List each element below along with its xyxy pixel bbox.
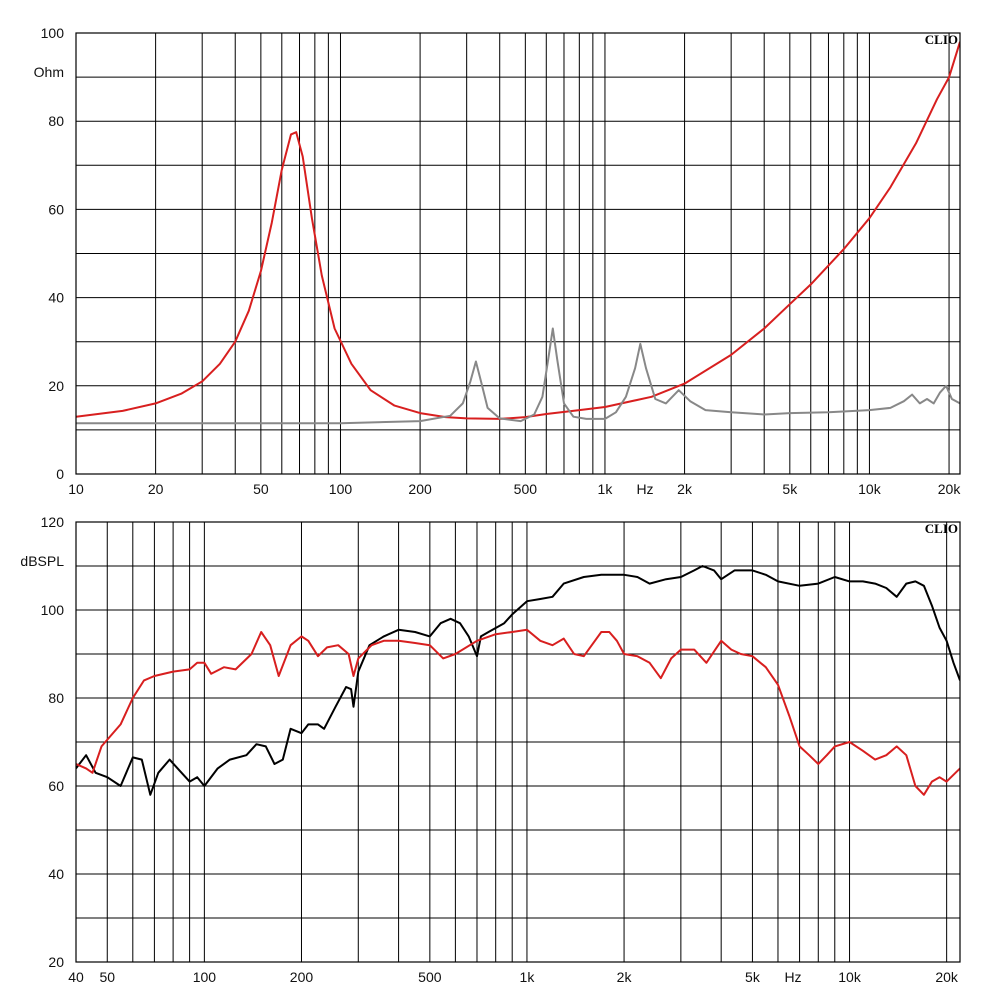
grid xyxy=(75,32,960,475)
series-line-0 xyxy=(76,565,960,796)
y-tick-label: 20 xyxy=(48,378,64,394)
impedance-chart: 0 20 40 60 80 100 10 20 50 100 200 500 1k 2k 5k 10k 20k O… xyxy=(34,25,962,497)
y-tick-label: 40 xyxy=(48,290,64,306)
x-tick-label: 10 xyxy=(68,481,84,497)
x-tick-label: 20k xyxy=(935,969,959,985)
series-line-0 xyxy=(76,41,960,420)
x-tick-label: 100 xyxy=(193,969,217,985)
clio-brand-mark: CLIO xyxy=(925,32,958,47)
y-tick-label: 60 xyxy=(48,778,64,794)
y-tick-label: 40 xyxy=(48,866,64,882)
x-tick-label: 100 xyxy=(329,481,353,497)
y-tick-label: 20 xyxy=(48,954,64,970)
y-tick-label: 60 xyxy=(48,201,64,217)
x-tick-label: 20k xyxy=(938,481,962,497)
x-tick-label: 200 xyxy=(408,481,432,497)
y-tick-label: 100 xyxy=(41,602,65,618)
y-tick-label: 120 xyxy=(41,514,65,530)
x-tick-label: 5k xyxy=(745,969,761,985)
x-tick-label: 1k xyxy=(520,969,536,985)
x-tick-label: 500 xyxy=(514,481,538,497)
y-unit-label: dBSPL xyxy=(20,553,64,569)
clio-brand-mark: CLIO xyxy=(925,521,958,536)
x-unit-label: Hz xyxy=(636,481,653,497)
x-tick-label: 10k xyxy=(858,481,882,497)
x-tick-label: 500 xyxy=(418,969,442,985)
x-tick-label: 20 xyxy=(148,481,164,497)
x-tick-label: 1k xyxy=(598,481,614,497)
x-tick-label: 5k xyxy=(782,481,798,497)
grid xyxy=(75,521,960,963)
y-tick-label: 0 xyxy=(56,466,64,482)
x-tick-label: 200 xyxy=(290,969,314,985)
series-line-1 xyxy=(76,628,960,796)
plot-frame xyxy=(75,32,961,475)
x-tick-label: 2k xyxy=(617,969,633,985)
y-tick-label: 80 xyxy=(48,690,64,706)
x-tick-label: 10k xyxy=(838,969,862,985)
x-tick-label: 50 xyxy=(253,481,269,497)
y-tick-label: 100 xyxy=(41,25,65,41)
series-line-1 xyxy=(76,327,960,425)
x-tick-label: 50 xyxy=(99,969,115,985)
y-tick-label: 80 xyxy=(48,113,64,129)
x-tick-label: 40 xyxy=(68,969,84,985)
x-unit-label: Hz xyxy=(784,969,801,985)
y-unit-label: Ohm xyxy=(34,64,64,80)
x-tick-label: 2k xyxy=(677,481,693,497)
plot-frame xyxy=(75,521,961,963)
